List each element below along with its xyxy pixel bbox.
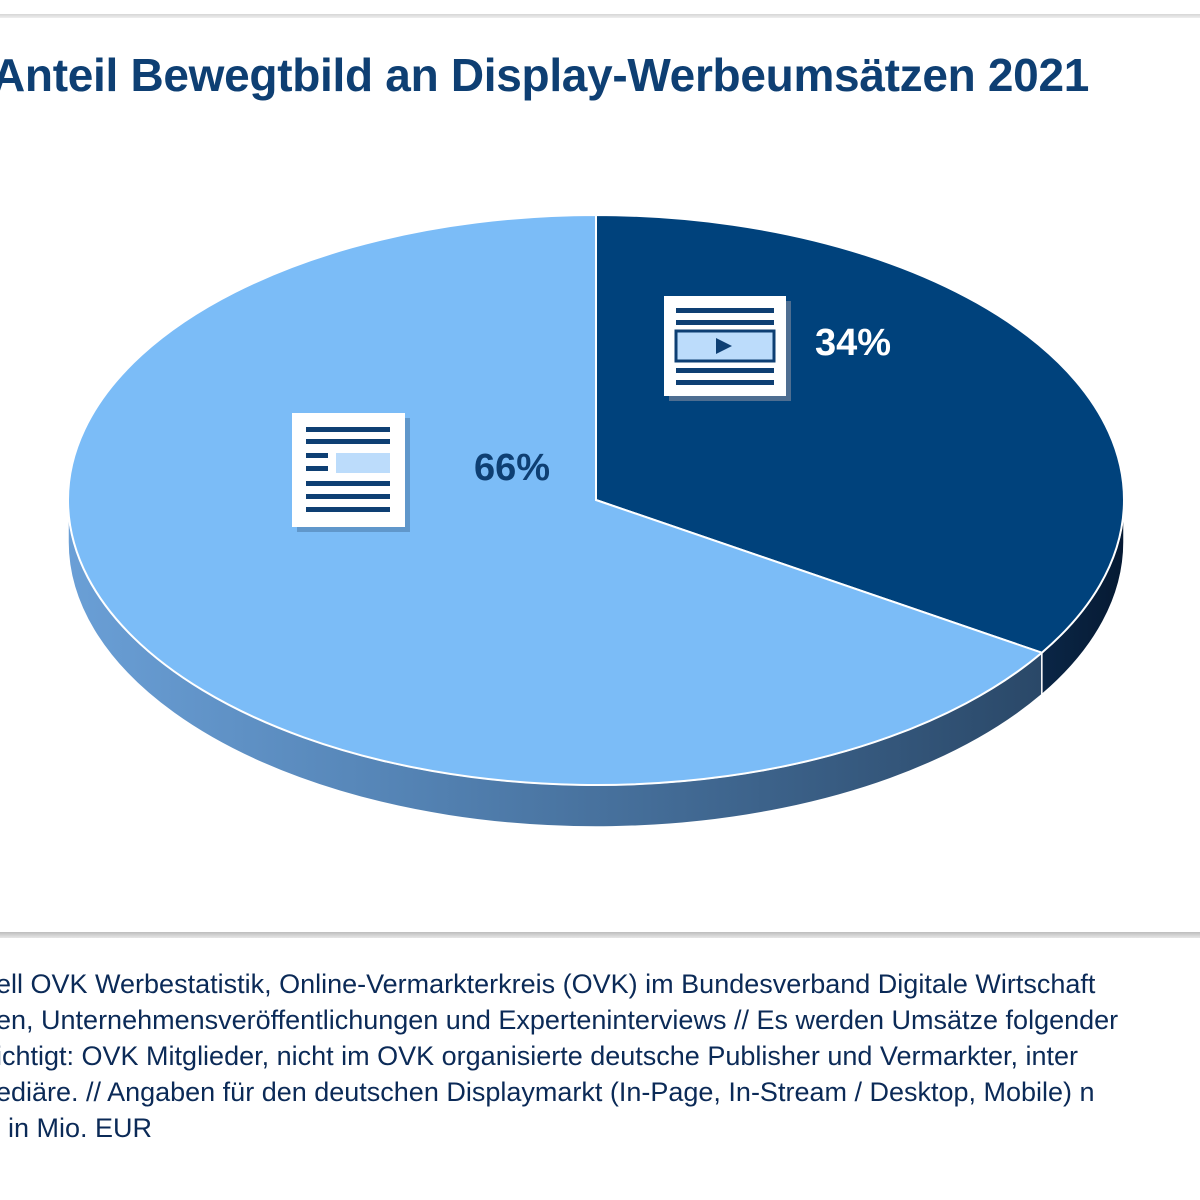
source-footnote: ell OVK Werbestatistik, Online-Vermarkte… <box>0 966 1200 1146</box>
video-ad-icon <box>664 296 791 401</box>
chart-title: Anteil Bewegtbild an Display-Werbeumsätz… <box>0 49 1090 101</box>
footnote-line: ediäre. // Angaben für den deutschen Dis… <box>0 1077 1095 1107</box>
footnote-line: ichtigt: OVK Mitglieder, nicht im OVK or… <box>0 1041 1079 1071</box>
footnote-line: en, Unternehmensveröffentlichungen und E… <box>0 1005 1119 1035</box>
top-divider <box>0 14 1200 18</box>
slice-data-label: 34% <box>815 322 891 364</box>
pie-chart: 34% 66% <box>67 213 1125 828</box>
display-ad-icon <box>292 413 410 532</box>
pie-slice <box>67 213 1044 786</box>
footnote-line: ell OVK Werbestatistik, Online-Vermarkte… <box>0 969 1096 999</box>
section-divider <box>0 932 1200 938</box>
footnote-line: in Mio. EUR <box>8 1113 153 1143</box>
slice-data-label: 66% <box>474 447 550 489</box>
